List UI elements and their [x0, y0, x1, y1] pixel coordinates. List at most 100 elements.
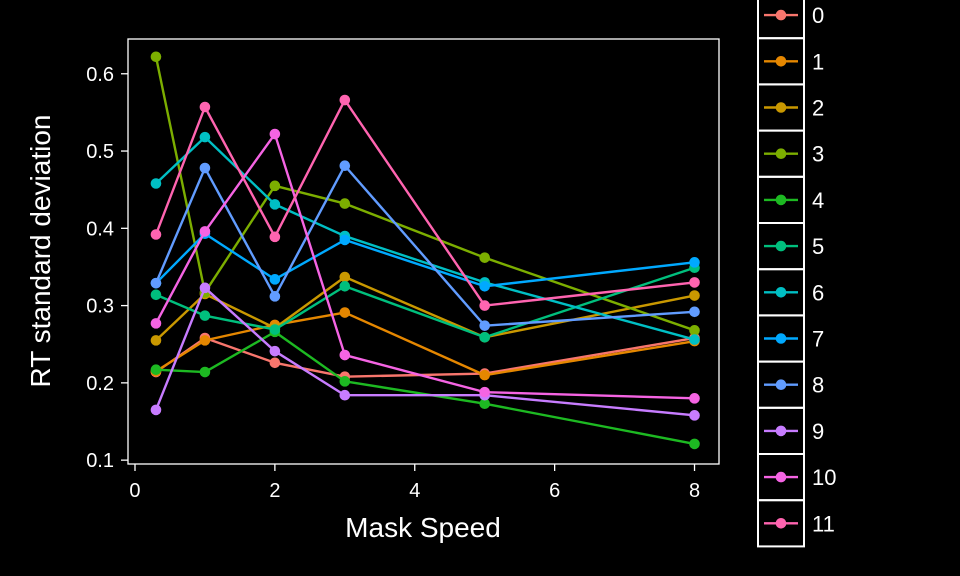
data-point: [269, 231, 281, 243]
series-10: [150, 128, 700, 404]
series-line-6: [155, 135, 695, 341]
legend-label: 9: [812, 419, 824, 444]
data-point: [689, 325, 700, 336]
legend-key-point: [775, 56, 787, 67]
x-tick-label: 0: [129, 480, 140, 502]
data-point: [479, 331, 490, 343]
data-point: [689, 334, 700, 345]
data-point: [689, 393, 700, 404]
legend-key-point: [775, 425, 787, 437]
x-axis-title: Mask Speed: [345, 512, 501, 543]
plot-frame: [127, 38, 720, 465]
series-8: [150, 160, 700, 331]
data-point: [150, 289, 162, 301]
legend-label: 3: [812, 142, 824, 167]
legend-label: 4: [812, 188, 824, 213]
legend-key-point: [775, 287, 787, 298]
data-point: [199, 131, 211, 143]
data-point: [339, 198, 351, 209]
data-point: [199, 282, 211, 294]
data-point: [339, 160, 351, 172]
data-point: [269, 324, 281, 335]
data-point: [339, 389, 351, 401]
y-axis-title: RT standard deviation: [25, 115, 56, 388]
data-point: [269, 180, 281, 192]
legend-item-4: 4: [757, 175, 824, 225]
legend-item-10: 10: [757, 453, 836, 502]
data-point: [339, 234, 351, 246]
legend-item-3: 3: [757, 129, 824, 178]
series-line-2: [155, 275, 695, 342]
legend-item-1: 1: [757, 37, 824, 86]
data-point: [479, 386, 490, 398]
data-point: [479, 369, 490, 381]
data-point: [339, 271, 351, 283]
y-tick-label: 0.2: [86, 373, 114, 395]
data-point: [689, 306, 700, 318]
legend-label: 2: [812, 96, 824, 121]
data-point: [689, 410, 700, 421]
legend: 0 1 2 3 4 5 6 7 8 9 10 11: [757, 0, 836, 548]
legend-key-point: [775, 148, 787, 159]
series-line-11: [154, 98, 695, 307]
legend-item-7: 7: [757, 314, 824, 363]
legend-label: 11: [812, 511, 835, 536]
data-point: [199, 101, 211, 113]
x-axis: 0 2 4 6 8: [129, 464, 700, 502]
data-point: [199, 366, 211, 378]
data-point: [479, 252, 490, 263]
x-tick-label: 6: [549, 480, 560, 502]
legend-label: 7: [812, 327, 824, 352]
data-point: [150, 364, 162, 376]
data-point: [199, 226, 211, 237]
legend-key-point: [775, 194, 787, 206]
series-line-5: [155, 266, 695, 339]
data-point: [150, 277, 162, 289]
series-4: [150, 326, 700, 450]
data-point: [339, 349, 351, 361]
series-line-1: [155, 311, 695, 377]
data-point: [269, 291, 281, 302]
series-line-0: [155, 336, 695, 378]
y-tick-label: 0.1: [86, 450, 114, 472]
legend-item-0: 0: [757, 0, 824, 40]
legend-key-box: [757, 499, 805, 548]
data-point: [339, 307, 351, 318]
data-point: [199, 162, 211, 174]
data-point: [689, 277, 700, 288]
data-point: [479, 398, 490, 410]
data-point: [150, 318, 162, 329]
data-point: [339, 94, 351, 106]
y-axis: 0.1 0.2 0.3 0.4 0.5 0.6: [86, 64, 128, 472]
data-point: [269, 128, 281, 140]
legend-item-11: 11: [757, 499, 835, 548]
data-point: [269, 345, 281, 357]
series-line-8: [154, 164, 695, 327]
series-9: [150, 282, 700, 421]
data-point: [339, 376, 351, 387]
legend-label: 10: [812, 465, 836, 490]
y-tick-label: 0.6: [86, 64, 114, 86]
x-tick-label: 2: [269, 480, 280, 502]
data-point: [150, 404, 162, 416]
series-line-9: [154, 286, 695, 417]
legend-key-point: [775, 518, 787, 529]
legend-label: 5: [812, 234, 824, 259]
series-line-3: [154, 56, 695, 332]
data-point: [269, 199, 281, 210]
legend-label: 1: [812, 49, 824, 74]
data-point: [150, 229, 162, 240]
series-11: [150, 94, 700, 311]
series-line-10: [154, 132, 695, 400]
data-point: [269, 357, 281, 369]
legend-label: 0: [812, 3, 824, 28]
data-point: [479, 300, 490, 311]
legend-label: 6: [812, 280, 824, 305]
data-point: [150, 178, 162, 189]
data-point: [479, 280, 490, 292]
legend-item-6: 6: [757, 268, 824, 317]
data-point: [269, 274, 281, 285]
series-5: [150, 262, 700, 343]
y-tick-label: 0.5: [86, 141, 114, 163]
data-point: [479, 320, 490, 331]
